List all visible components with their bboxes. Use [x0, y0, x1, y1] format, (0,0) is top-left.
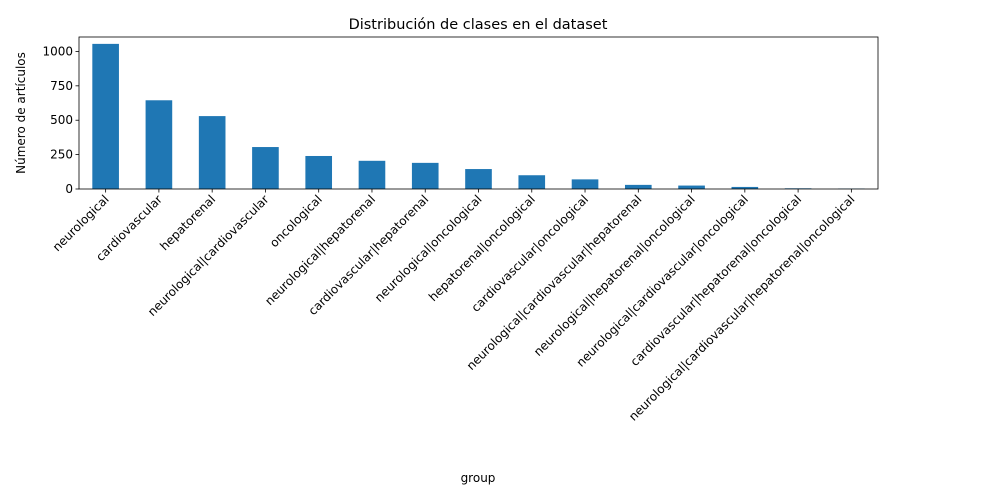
plot-frame — [78, 36, 879, 190]
x-tick-label: neurological|hepatorenal — [262, 192, 378, 308]
bar — [252, 147, 279, 189]
x-tick-label: neurological|oncological — [372, 192, 485, 305]
y-tick-label: 750 — [50, 79, 73, 93]
y-tick-label: 0 — [65, 182, 73, 196]
y-tick-label: 500 — [50, 113, 73, 127]
bar — [198, 116, 226, 189]
plot-area: 02505007501000neurologicalcardiovascular… — [42, 36, 879, 424]
bar — [518, 175, 546, 189]
bar — [411, 162, 439, 189]
y-tick-label: 250 — [50, 148, 73, 162]
bar — [678, 185, 705, 189]
y-axis-label: Número de artículos — [14, 52, 28, 174]
bar — [624, 184, 652, 189]
x-tick-label: hepatorenal|oncological — [426, 192, 538, 304]
bar — [305, 155, 333, 189]
bar — [571, 179, 599, 189]
x-tick-label: oncological — [267, 192, 325, 250]
bar — [731, 186, 759, 189]
bar — [145, 100, 173, 189]
chart-title: Distribución de clases en el dataset — [349, 17, 608, 33]
bar — [358, 160, 386, 189]
y-tick-label: 1000 — [42, 44, 73, 58]
x-axis-label: group — [461, 471, 496, 485]
bar — [465, 169, 492, 189]
bar — [92, 43, 119, 190]
